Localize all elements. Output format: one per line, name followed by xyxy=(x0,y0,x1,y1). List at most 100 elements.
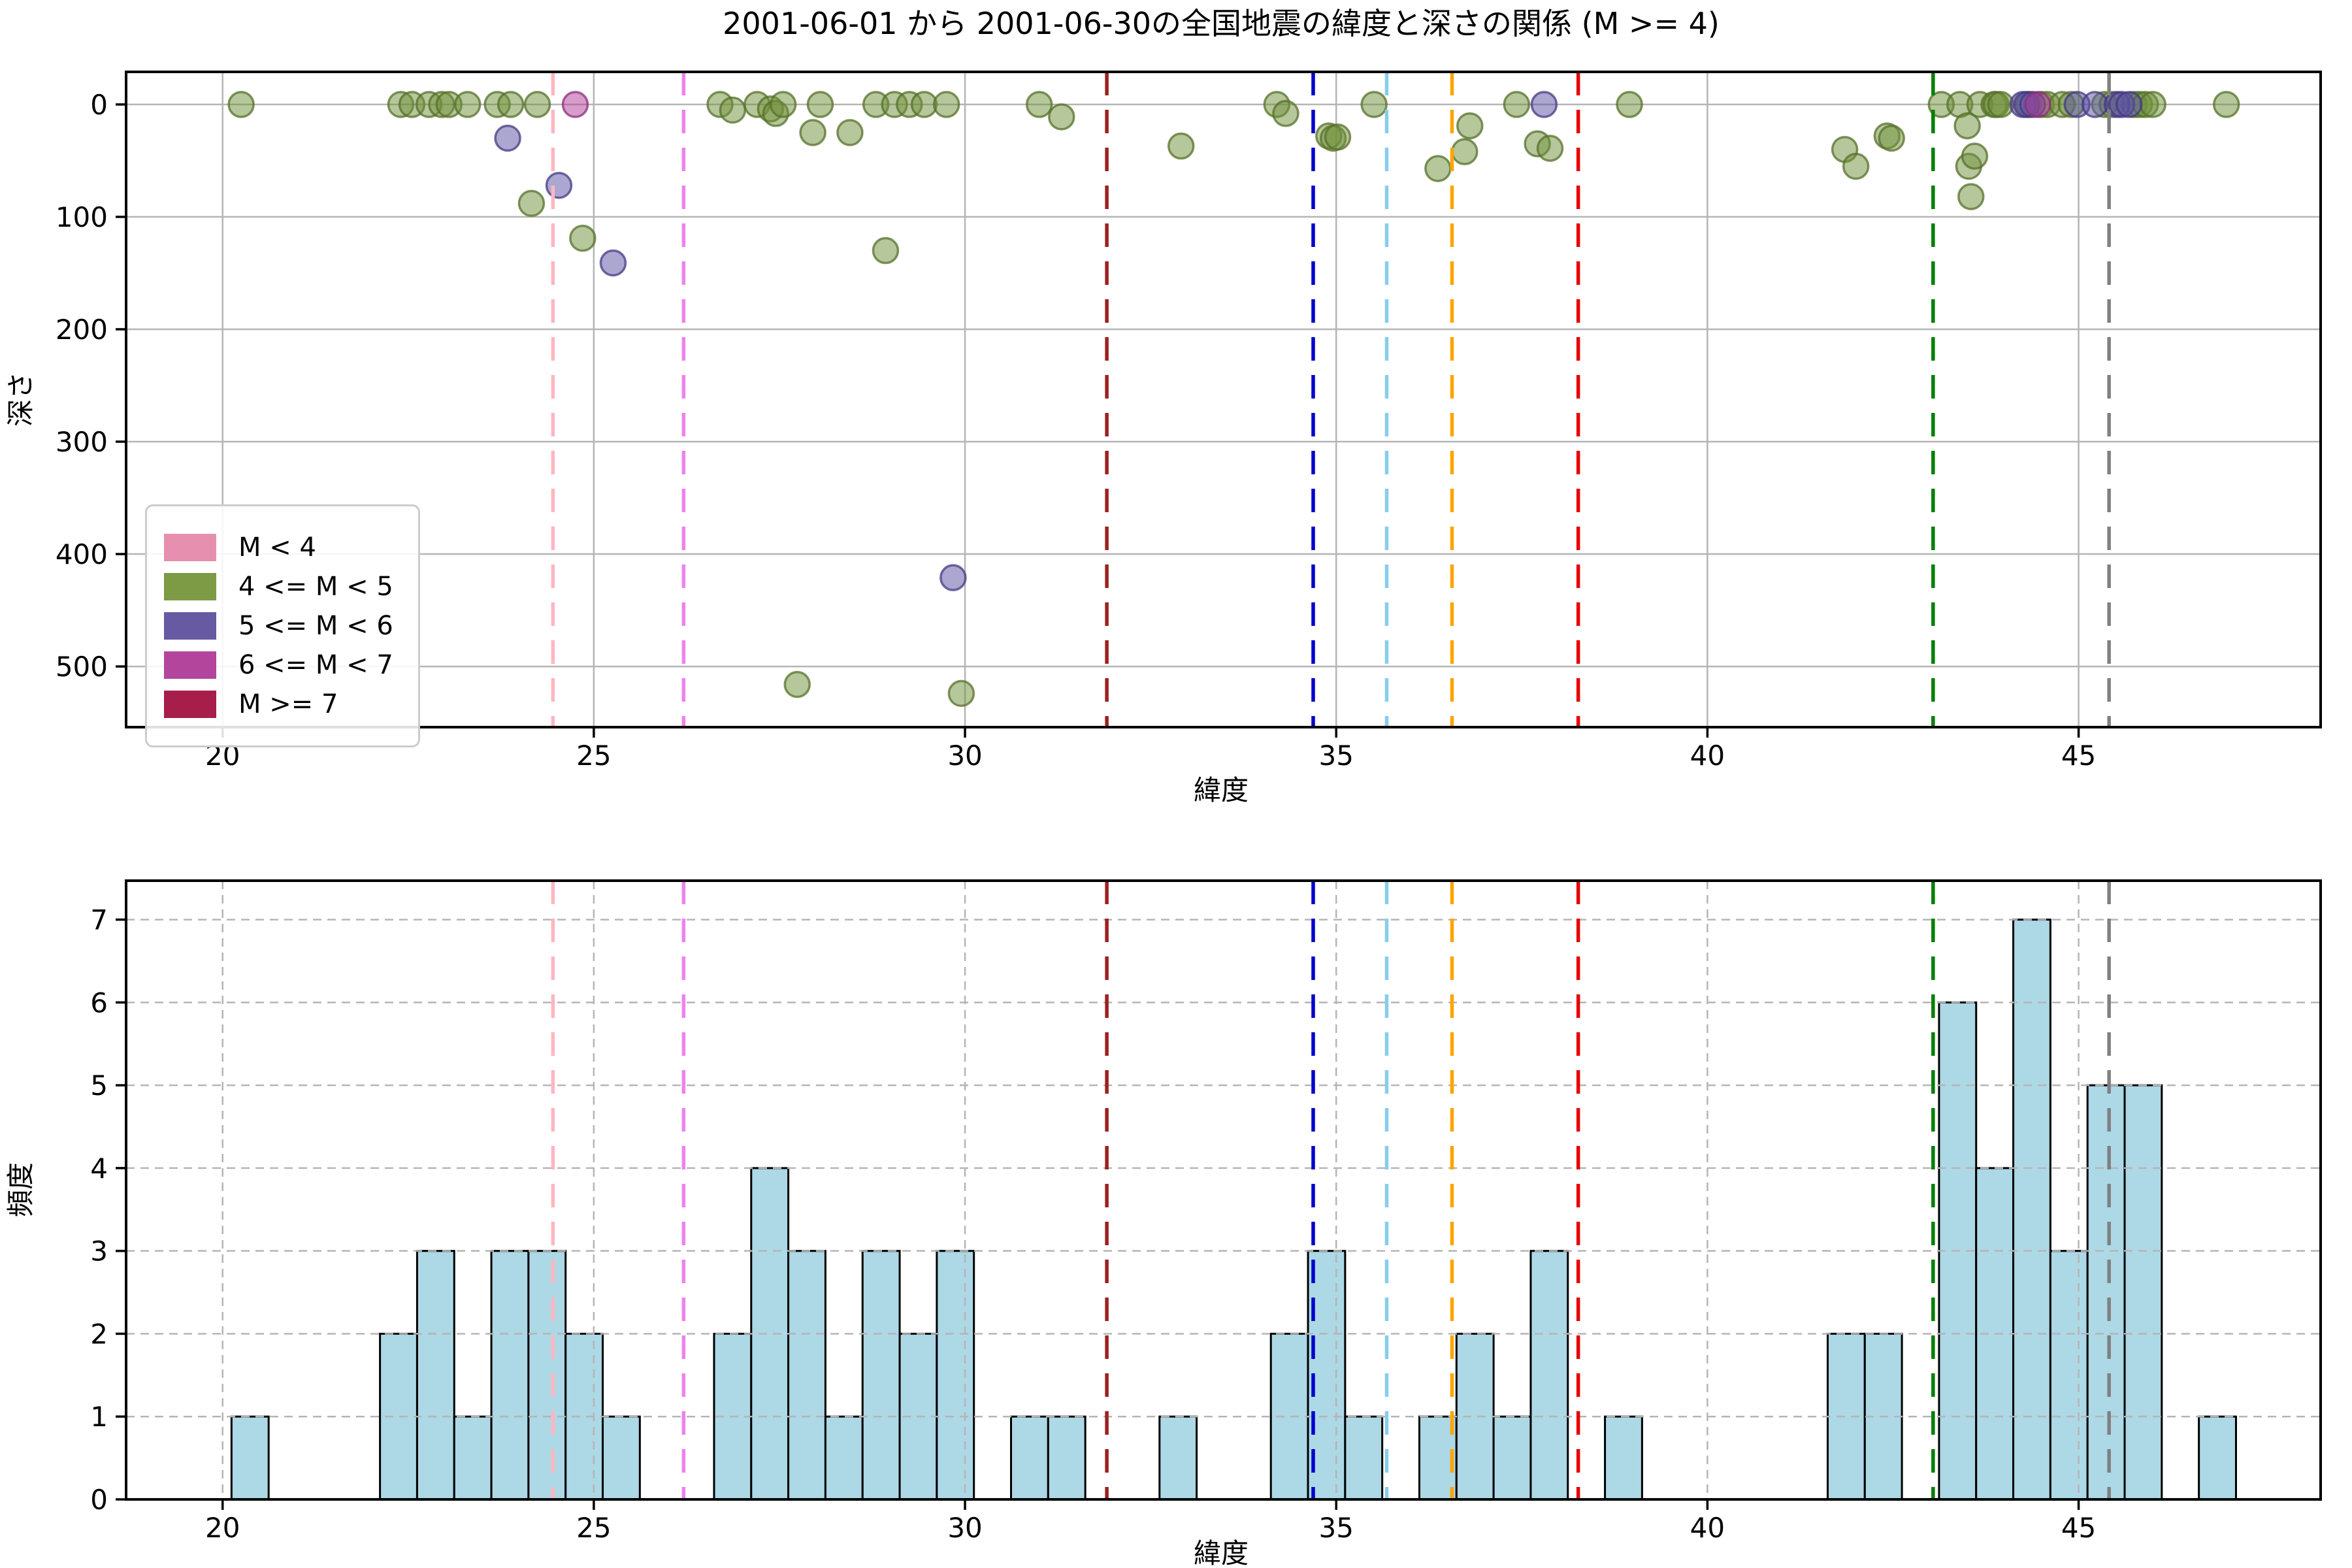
y-tick-label: 400 xyxy=(56,538,108,570)
histogram-bar xyxy=(602,1415,641,1501)
legend-label: M >= 7 xyxy=(238,689,338,719)
x-tick-label: 20 xyxy=(205,1512,240,1544)
histogram-bar xyxy=(416,1250,455,1501)
y-tick-label: 100 xyxy=(56,201,108,233)
scatter-point xyxy=(1961,142,1989,170)
histogram-bar xyxy=(1010,1415,1049,1501)
x-tick-label: 25 xyxy=(576,740,611,772)
scatter-point xyxy=(2115,91,2143,118)
y-tick-label: 6 xyxy=(90,987,108,1019)
histogram-bar xyxy=(824,1415,864,1501)
x-tick-label: 40 xyxy=(1690,1512,1725,1544)
scatter-point xyxy=(910,91,938,118)
histogram-bar xyxy=(936,1250,975,1501)
scatter-point xyxy=(1953,112,1981,140)
scatter-point xyxy=(561,91,589,118)
scatter-point xyxy=(2212,91,2240,118)
y-tick-label: 0 xyxy=(90,1484,108,1516)
scatter-point xyxy=(227,91,255,118)
scatter-point xyxy=(872,237,900,265)
legend-label: 6 <= M < 7 xyxy=(238,650,393,680)
legend-swatch xyxy=(164,534,216,561)
scatter-point xyxy=(939,564,967,591)
scatter-point xyxy=(719,96,747,124)
legend-swatch xyxy=(164,573,216,600)
scatter-point xyxy=(1503,91,1531,118)
y-tick-label: 5 xyxy=(90,1070,108,1102)
scatter-point xyxy=(2081,91,2109,118)
legend-swatch xyxy=(164,612,216,640)
scatter-point xyxy=(1456,112,1484,140)
scatter-point xyxy=(1616,91,1643,118)
scatter-point xyxy=(1536,135,1564,162)
histogram-bar xyxy=(2198,1415,2237,1501)
scatter-point xyxy=(2139,91,2166,118)
scatter-point xyxy=(497,91,525,118)
scatter-point xyxy=(932,91,960,118)
legend-item: 6 <= M < 7 xyxy=(164,650,393,680)
scatter-point xyxy=(1324,123,1352,151)
scatter-point xyxy=(1878,124,1905,152)
scatter-point xyxy=(523,91,551,118)
y-tick-label: 2 xyxy=(90,1318,108,1350)
legend-label: 4 <= M < 5 xyxy=(238,572,393,602)
scatter-point xyxy=(783,670,811,698)
scatter-point xyxy=(1167,132,1195,160)
scatter-point xyxy=(1842,152,1870,180)
histogram-bar xyxy=(1455,1332,1495,1501)
scatter-point xyxy=(517,189,546,218)
legend-item: M < 4 xyxy=(164,532,393,563)
x-tick-label: 30 xyxy=(947,740,982,772)
hist-yaxis-label: 頻度 xyxy=(5,1162,37,1217)
scatter-point xyxy=(599,249,627,277)
histogram-bar xyxy=(2123,1084,2163,1501)
histogram-bar xyxy=(453,1415,493,1501)
y-tick-label: 3 xyxy=(90,1235,108,1267)
scatter-point xyxy=(1025,91,1053,118)
histogram-bar xyxy=(1158,1415,1198,1501)
axes-frame xyxy=(125,879,2322,1501)
x-tick-label: 30 xyxy=(947,1512,982,1544)
histogram-bar xyxy=(861,1250,901,1501)
legend-swatch xyxy=(164,691,216,718)
legend-item: 5 <= M < 6 xyxy=(164,611,393,641)
scatter-point xyxy=(1530,91,1558,118)
x-tick-label: 35 xyxy=(1318,1512,1353,1544)
scatter-point xyxy=(836,119,864,146)
scatter-yaxis-label: 深さ xyxy=(5,372,37,427)
scatter-point xyxy=(1957,183,1985,210)
scatter-point xyxy=(494,124,521,152)
legend-label: M < 4 xyxy=(238,532,316,563)
legend-label: 5 <= M < 6 xyxy=(238,611,393,641)
y-tick-label: 1 xyxy=(90,1401,108,1433)
scatter-point xyxy=(569,224,596,252)
scatter-point xyxy=(806,91,834,118)
y-tick-label: 4 xyxy=(90,1152,108,1184)
hist-xaxis-label: 緯度 xyxy=(1194,1537,1249,1568)
scatter-point xyxy=(1451,138,1478,165)
scatter-point xyxy=(769,91,797,118)
histogram-bar xyxy=(527,1250,567,1501)
scatter-point xyxy=(799,119,826,146)
legend-item: M >= 7 xyxy=(164,689,393,719)
y-tick-label: 0 xyxy=(90,89,108,121)
legend-item: 4 <= M < 5 xyxy=(164,572,393,602)
scatter-point xyxy=(545,172,573,199)
histogram-bar xyxy=(2012,919,2051,1501)
scatter-point xyxy=(1424,155,1452,182)
scatter-point xyxy=(2024,91,2051,118)
histogram-bar xyxy=(490,1250,530,1501)
histogram-bar xyxy=(1529,1250,1569,1501)
x-tick-label: 35 xyxy=(1318,740,1353,772)
histogram-bar xyxy=(787,1250,826,1501)
legend-swatch xyxy=(164,651,216,679)
scatter-point xyxy=(1272,99,1299,127)
axes-frame xyxy=(125,71,2322,728)
scatter-point xyxy=(1048,103,1075,131)
scatter-xaxis-label: 緯度 xyxy=(1194,774,1249,806)
histogram-bar xyxy=(1344,1415,1384,1501)
